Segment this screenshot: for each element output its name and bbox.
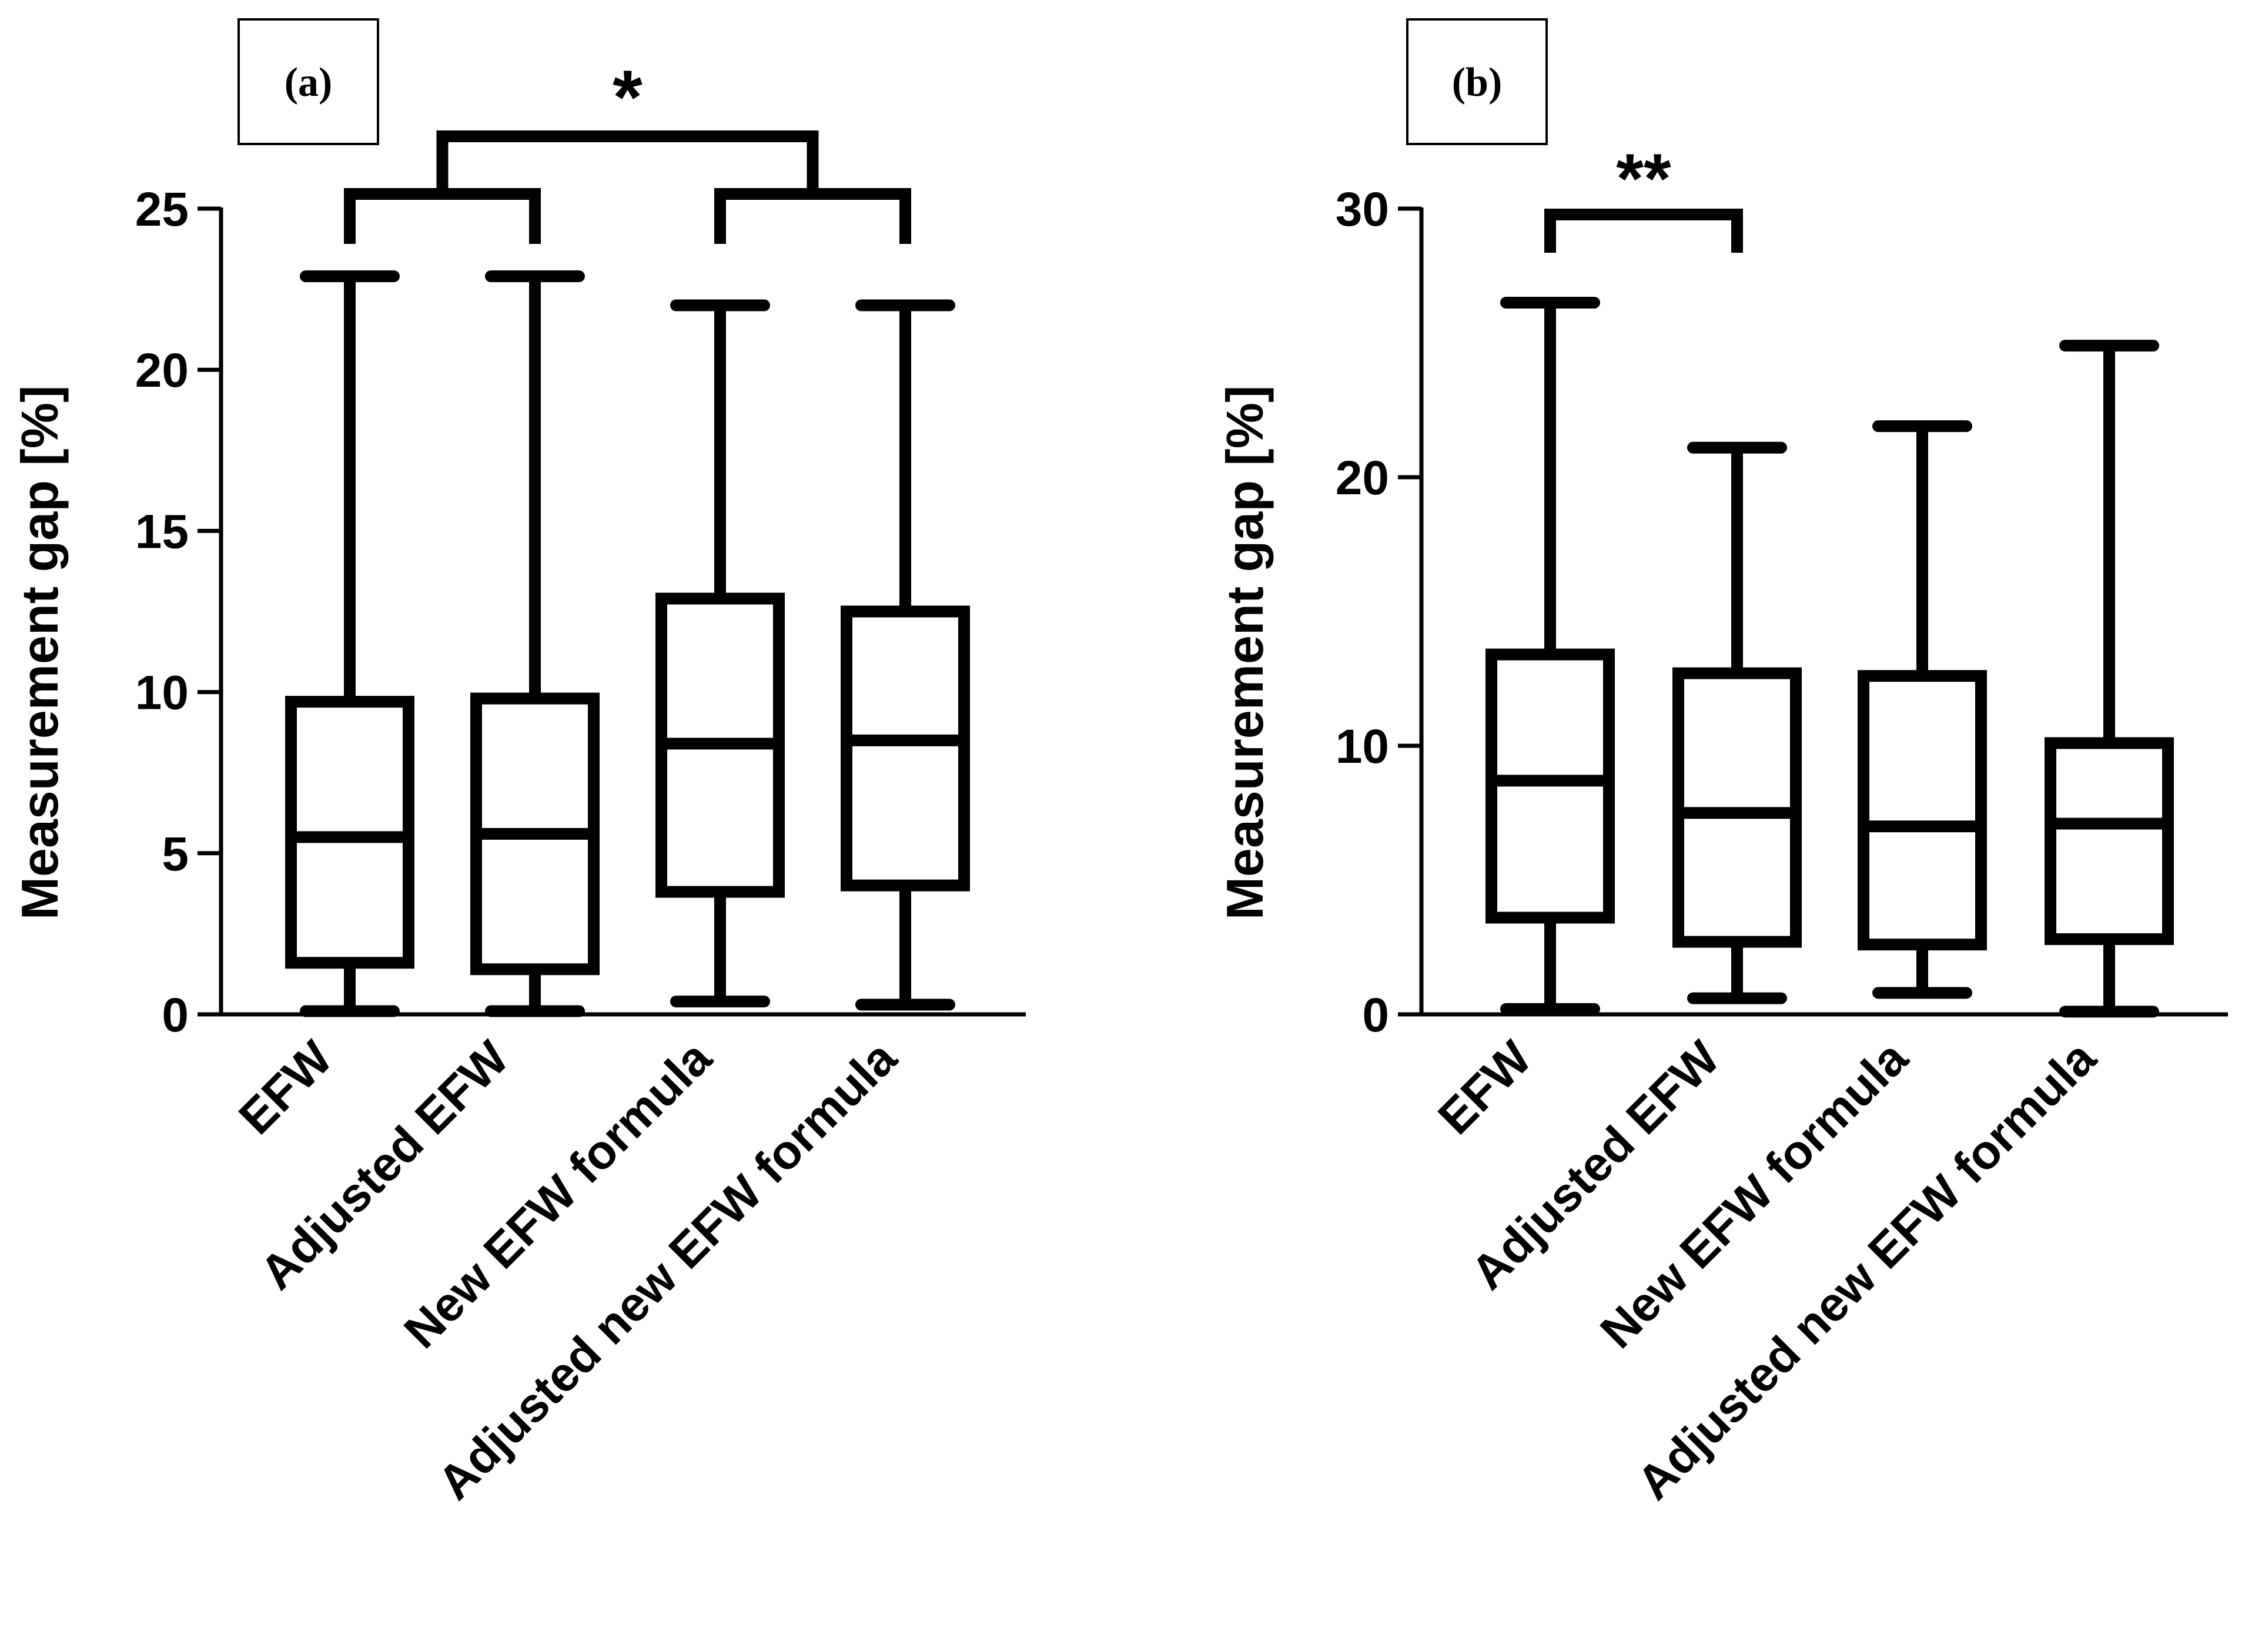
box-1	[1672, 441, 1802, 1004]
box-1	[470, 270, 600, 1017]
box-3	[2045, 340, 2174, 1018]
significance-bracket: **	[1544, 139, 1743, 253]
y-tick-label: 20	[135, 344, 189, 397]
significance-label: *	[613, 54, 643, 140]
y-tick-label: 10	[135, 666, 189, 720]
bracket-right	[714, 188, 911, 244]
box-0	[285, 270, 414, 1017]
category-label: EFW	[229, 1031, 343, 1145]
significance-label: **	[1616, 139, 1671, 218]
y-tick-label: 15	[135, 505, 189, 558]
box-0	[1485, 296, 1615, 1015]
bracket-left	[344, 188, 541, 244]
iqr-box	[1858, 670, 1987, 951]
category-label: EFW	[1428, 1031, 1543, 1145]
y-axis-title: Measurement gap [%]	[1216, 386, 1274, 920]
iqr-box	[2045, 737, 2174, 946]
box-2	[655, 299, 785, 1008]
box-2	[1858, 420, 1987, 999]
panel-label-box	[237, 18, 379, 145]
bracket-outer	[436, 130, 819, 194]
y-tick-label: 30	[1336, 183, 1389, 236]
y-axis-title: Measurement gap [%]	[11, 386, 69, 920]
category-label: New EFW formula	[1590, 1030, 1918, 1358]
box-3	[841, 299, 970, 1011]
y-tick-label: 0	[162, 988, 189, 1042]
y-tick-label: 5	[162, 827, 189, 881]
y-tick-label: 20	[1336, 451, 1389, 505]
significance-bracket: *	[344, 54, 911, 244]
panel-label: (a)	[285, 60, 333, 105]
iqr-box	[841, 605, 970, 892]
y-tick-label: 10	[1336, 720, 1389, 773]
panel-label: (b)	[1452, 60, 1503, 105]
panel-label-box	[1406, 18, 1548, 145]
y-tick-label: 25	[135, 183, 189, 236]
bracket	[1544, 209, 1743, 253]
y-tick-label: 0	[1362, 988, 1389, 1042]
